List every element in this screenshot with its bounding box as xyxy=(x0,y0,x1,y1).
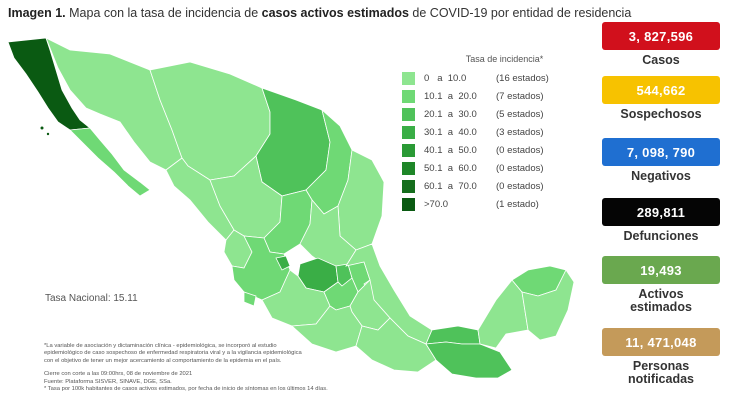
state-quintana-roo xyxy=(521,269,575,341)
note-line-5: Fuente: Plataforma SISVER, SINAVE, DGE, … xyxy=(44,378,172,385)
legend-rows: 0 a 10.0 (16 estados) 10.1 a 20.0 (7 estado… xyxy=(402,69,587,213)
state-aguascalientes xyxy=(275,255,291,271)
legend-swatch xyxy=(402,89,415,103)
stat-activos: 19,493 Activos estimados xyxy=(602,256,720,314)
stat-defunciones: 289,811 Defunciones xyxy=(602,198,720,243)
legend-swatch xyxy=(402,197,415,211)
stat-label: Sospechosos xyxy=(620,107,702,121)
stat-value: 11, 471,048 xyxy=(625,334,697,350)
legend-range: 30.1 a 40.0 xyxy=(424,126,477,138)
legend-row: 30.1 a 40.0 (3 estados) xyxy=(402,123,587,141)
legend-row: 20.1 a 30.0 (5 estados) xyxy=(402,105,587,123)
stat-box: 289,811 xyxy=(602,198,720,226)
stat-value: 19,493 xyxy=(640,262,682,278)
legend-row: 40.1 a 50.0 (0 estados) xyxy=(402,141,587,159)
legend-swatch xyxy=(402,179,415,193)
stat-box: 19,493 xyxy=(602,256,720,284)
note-line-1: *La variable de asociación y dictaminaci… xyxy=(44,343,277,349)
legend-row: 60.1 a 70.0 (0 estados) xyxy=(402,177,587,195)
legend-range: 0 a 10.0 xyxy=(424,72,467,84)
state-baja-california-sur xyxy=(69,127,151,197)
legend-row: 0 a 10.0 (16 estados) xyxy=(402,69,587,87)
note-line-3: con el objetivo de tener un mejor acerca… xyxy=(44,357,282,364)
state-chiapas xyxy=(425,341,513,379)
legend-range: 20.1 a 30.0 xyxy=(424,108,477,120)
title-part2: de COVID-19 por entidad de residencia xyxy=(408,6,632,20)
state-guerrero xyxy=(291,305,363,353)
legend-swatch xyxy=(402,125,415,139)
legend-range: 50.1 a 60.0 xyxy=(424,162,477,174)
footnotes: *La variable de asociación y dictaminaci… xyxy=(44,343,384,393)
state-sonora xyxy=(45,37,183,171)
stat-label: Personas notificadas xyxy=(628,359,694,386)
note-line-6: * Tasa por 100k habitantes de casos acti… xyxy=(44,386,328,393)
title-bold: casos activos estimados xyxy=(261,6,409,20)
island-1 xyxy=(40,126,44,130)
legend-count: (16 estados) xyxy=(496,72,549,84)
title-part1: Mapa con la tasa de incidencia de xyxy=(65,6,262,20)
stat-box: 544,662 xyxy=(602,76,720,104)
stat-value: 7, 098, 790 xyxy=(626,144,696,160)
legend: Tasa de incidencia* 0 a 10.0 (16 estados)… xyxy=(402,54,587,213)
note-line-4: Cierre con corte a las 09:00hrs, 08 de n… xyxy=(44,371,193,378)
legend-swatch xyxy=(402,107,415,121)
state-colima xyxy=(243,291,257,307)
note-line-2: epidemiológico de caso sospechoso de enf… xyxy=(44,350,302,357)
legend-range: 40.1 a 50.0 xyxy=(424,144,477,156)
stat-negativos: 7, 098, 790 Negativos xyxy=(602,138,720,183)
legend-count: (0 estados) xyxy=(496,162,544,174)
legend-swatch xyxy=(402,71,415,85)
stat-box: 11, 471,048 xyxy=(602,328,720,356)
legend-count: (1 estado) xyxy=(496,198,539,210)
legend-count: (5 estados) xyxy=(496,108,544,120)
stat-label: Activos estimados xyxy=(630,287,692,314)
figure-title: Imagen 1. Mapa con la tasa de incidencia… xyxy=(8,6,631,20)
tasa-nacional: Tasa Nacional: 15.11 xyxy=(45,293,138,304)
stat-box: 7, 098, 790 xyxy=(602,138,720,166)
island-2 xyxy=(46,132,50,136)
legend-row: 50.1 a 60.0 (0 estados) xyxy=(402,159,587,177)
stat-label: Negativos xyxy=(631,169,691,183)
stat-sospechosos: 544,662 Sospechosos xyxy=(602,76,720,121)
legend-range: 10.1 a 20.0 xyxy=(424,90,477,102)
legend-count: (0 estados) xyxy=(496,180,544,192)
legend-row: 10.1 a 20.0 (7 estados) xyxy=(402,87,587,105)
legend-range: 60.1 a 70.0 xyxy=(424,180,477,192)
legend-count: (3 estados) xyxy=(496,126,544,138)
stat-casos: 3, 827,596 Casos xyxy=(602,22,720,67)
legend-range: >70.0 xyxy=(424,198,449,210)
stat-box: 3, 827,596 xyxy=(602,22,720,50)
stat-label: Defunciones xyxy=(623,229,699,243)
legend-count: (7 estados) xyxy=(496,90,544,102)
state-tabasco xyxy=(425,325,481,345)
legend-count: (0 estados) xyxy=(496,144,544,156)
legend-swatch xyxy=(402,143,415,157)
legend-title: Tasa de incidencia* xyxy=(465,54,544,64)
stat-personas: 11, 471,048 Personas notificadas xyxy=(602,328,720,386)
stat-label: Casos xyxy=(642,53,680,67)
legend-row: >70.0 (1 estado) xyxy=(402,195,587,213)
legend-swatch xyxy=(402,161,415,175)
stat-value: 289,811 xyxy=(636,204,686,220)
title-prefix: Imagen 1. xyxy=(8,6,66,20)
stat-value: 544,662 xyxy=(636,82,686,98)
stat-value: 3, 827,596 xyxy=(628,28,694,44)
mexico-map xyxy=(7,37,575,379)
